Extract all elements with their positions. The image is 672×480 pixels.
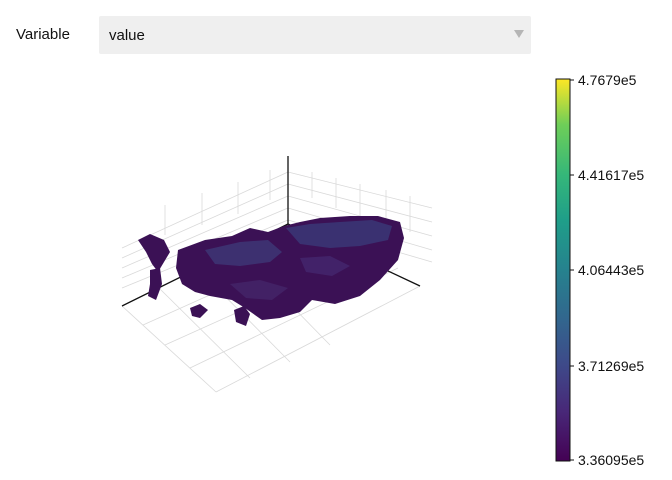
colorbar-tick-label: 3.71269e5 [578, 358, 645, 374]
colorbar-tick-label: 4.41617e5 [578, 167, 645, 183]
chevron-down-icon [514, 30, 524, 38]
surface-mesh [138, 216, 404, 326]
variable-select-value: value [109, 27, 145, 44]
colorbar-tick-label: 4.7679e5 [578, 72, 637, 88]
variable-label: Variable [16, 26, 70, 43]
colorbar-tick-label: 4.06443e5 [578, 262, 645, 278]
colorbar [555, 78, 574, 462]
colorbar-tick-label: 3.36095e5 [578, 452, 645, 468]
variable-select[interactable]: value [99, 16, 531, 54]
